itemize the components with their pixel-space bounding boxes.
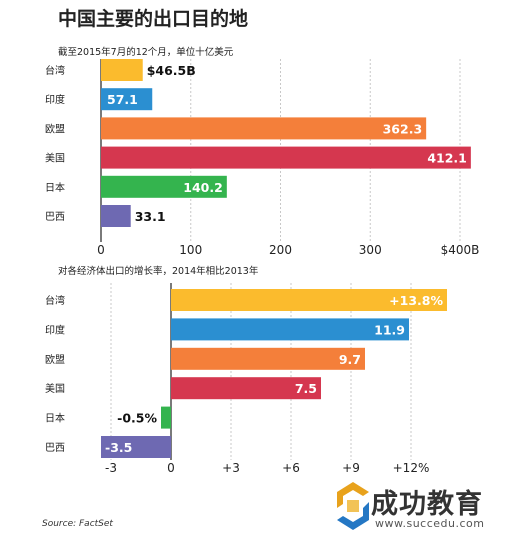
category-label: 印度 (45, 93, 65, 106)
x-tick-label: $400B (441, 243, 480, 257)
data-label: 33.1 (135, 209, 166, 224)
bar (171, 289, 447, 311)
data-label: 362.3 (383, 121, 423, 136)
x-tick-label: 0 (97, 243, 105, 257)
x-tick-label: +9 (342, 461, 360, 475)
bar (171, 318, 409, 341)
category-label: 欧盟 (45, 123, 65, 135)
bar (101, 88, 153, 111)
site-logo: 成功教育 www.succedu.com (333, 480, 503, 536)
x-tick-label: -3 (105, 461, 117, 475)
data-label: 140.2 (183, 180, 223, 195)
bar (171, 347, 365, 370)
category-label: 印度 (45, 323, 65, 336)
x-tick-label: +6 (282, 461, 300, 475)
category-label: 台湾 (45, 294, 65, 307)
category-label: 日本 (45, 412, 65, 425)
bar (101, 205, 131, 227)
data-label: -0.5% (117, 411, 157, 426)
data-label: 412.1 (427, 151, 467, 166)
logo-mark-icon (337, 482, 369, 530)
bar (101, 117, 427, 140)
category-label: 欧盟 (45, 354, 65, 366)
x-tick-label: 0 (167, 461, 175, 475)
category-label: 美国 (45, 382, 65, 395)
bar (171, 377, 321, 400)
bar (161, 406, 171, 429)
data-label: -3.5 (105, 440, 132, 455)
category-label: 台湾 (45, 64, 65, 77)
bar (101, 59, 143, 81)
category-label: 巴西 (45, 442, 65, 454)
chart-title: 中国主要的出口目的地 (58, 8, 249, 30)
bar (101, 146, 471, 169)
x-tick-label: 300 (359, 243, 382, 257)
bar (101, 436, 171, 458)
category-label: 美国 (45, 152, 65, 165)
data-label: 57.1 (107, 92, 138, 107)
data-label: 9.7 (339, 352, 361, 367)
x-tick-label: +12% (393, 461, 430, 475)
category-label: 日本 (45, 181, 65, 194)
x-tick-label: +3 (222, 461, 240, 475)
x-tick-label: 100 (179, 243, 202, 257)
data-label: $46.5B (147, 63, 196, 78)
source-note: Source: FactSet (42, 519, 113, 529)
category-label: 巴西 (45, 211, 65, 223)
data-label: 11.9 (374, 322, 405, 337)
chart-1-subtitle: 截至2015年7月的12个月，单位十亿美元 (58, 47, 234, 58)
x-tick-label: 200 (269, 243, 292, 257)
logo-url: www.succedu.com (375, 517, 485, 530)
logo-name: 成功教育 (371, 489, 483, 520)
data-label: 7.5 (295, 381, 317, 396)
chart-2-subtitle: 对各经济体出口的增长率，2014年相比2013年 (58, 266, 259, 277)
bar (101, 175, 227, 198)
data-label: +13.8% (389, 293, 443, 308)
